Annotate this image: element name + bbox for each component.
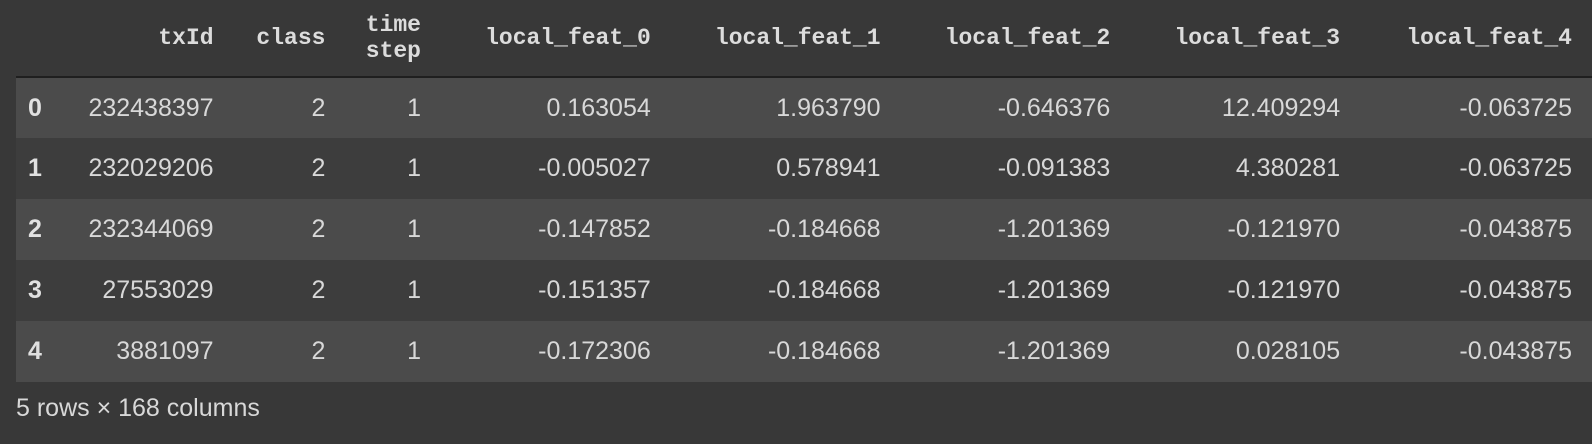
row-index: 1 <box>28 154 42 182</box>
table-header: txId class time step local_feat_0 local_… <box>16 0 1592 78</box>
cell-local-feat-1: 0.578941 <box>776 154 881 182</box>
cell-local-feat-0: -0.147852 <box>538 215 651 243</box>
cell-time-step: 1 <box>407 154 421 182</box>
header-local-feat-1: local_feat_1 <box>670 0 901 78</box>
cell-local-feat-1: 1.963790 <box>776 93 881 122</box>
cell-local-feat-0: -0.172306 <box>538 337 651 365</box>
row-index: 4 <box>28 337 42 365</box>
header-local-feat-3: local_feat_3 <box>1130 0 1361 78</box>
cell-local-feat-4: -0.043875 <box>1459 337 1572 365</box>
header-row: txId class time step local_feat_0 local_… <box>16 0 1592 78</box>
cell-time-step: 1 <box>407 276 421 304</box>
header-txid: txId <box>60 0 234 78</box>
cell-txid: 3881097 <box>116 337 214 365</box>
cell-local-feat-2: -1.201369 <box>997 337 1111 365</box>
table-row: 3 27553029 2 1 -0.151357 -0.184668 -1.20… <box>16 260 1592 321</box>
cell-local-feat-0: 0.163054 <box>546 93 651 122</box>
cell-class: 2 <box>311 154 326 182</box>
cell-local-feat-0: -0.005027 <box>538 154 651 182</box>
cell-class: 2 <box>311 276 326 304</box>
table-body: 0 232438397 2 1 0.163054 1.963790 -0.646… <box>16 77 1592 382</box>
header-local-feat-0: local_feat_0 <box>440 0 671 78</box>
cell-local-feat-4: -0.043875 <box>1459 276 1572 304</box>
cell-local-feat-1: -0.184668 <box>767 215 881 243</box>
cell-local-feat-2: -1.201369 <box>997 276 1111 304</box>
cell-class: 2 <box>311 337 326 365</box>
cell-local-feat-3: -0.121970 <box>1227 215 1341 243</box>
cell-local-feat-0: -0.151357 <box>538 276 651 304</box>
cell-local-feat-3: 12.409294 <box>1221 93 1341 122</box>
table-row: 4 3881097 2 1 -0.172306 -0.184668 -1.201… <box>16 321 1592 382</box>
cell-time-step: 1 <box>407 215 421 243</box>
dataframe-table: txId class time step local_feat_0 local_… <box>16 0 1592 382</box>
index-header <box>16 0 61 78</box>
cell-local-feat-2: -1.201369 <box>997 215 1111 243</box>
cell-local-feat-4: -0.043875 <box>1459 215 1572 243</box>
dataframe-shape-summary: 5 rows × 168 columns <box>16 394 260 422</box>
cell-time-step: 1 <box>407 337 421 365</box>
table-row: 0 232438397 2 1 0.163054 1.963790 -0.646… <box>16 77 1592 138</box>
cell-local-feat-2: -0.091383 <box>997 154 1111 182</box>
cell-local-feat-1: -0.184668 <box>767 337 881 365</box>
cell-txid: 232029206 <box>88 154 214 182</box>
header-local-feat-4: local_feat_4 <box>1360 0 1592 78</box>
table-row: 2 232344069 2 1 -0.147852 -0.184668 -1.2… <box>16 199 1592 260</box>
cell-local-feat-1: -0.184668 <box>767 276 881 304</box>
cell-local-feat-4: -0.063725 <box>1459 93 1572 122</box>
cell-class: 2 <box>311 93 326 122</box>
header-time-step: time step <box>345 0 441 78</box>
header-local-feat-2: local_feat_2 <box>900 0 1131 78</box>
cell-local-feat-3: -0.121970 <box>1227 276 1341 304</box>
cell-txid: 232438397 <box>88 93 214 122</box>
cell-local-feat-4: -0.063725 <box>1459 154 1572 182</box>
cell-local-feat-3: 0.028105 <box>1235 337 1341 365</box>
cell-txid: 27553029 <box>102 276 214 304</box>
cell-time-step: 1 <box>407 93 421 122</box>
header-class: class <box>233 0 346 78</box>
cell-local-feat-3: 4.380281 <box>1235 154 1341 182</box>
cell-class: 2 <box>311 215 326 243</box>
row-index: 0 <box>28 93 42 122</box>
cell-txid: 232344069 <box>88 215 214 243</box>
row-index: 2 <box>28 215 42 243</box>
table-row: 1 232029206 2 1 -0.005027 0.578941 -0.09… <box>16 138 1592 199</box>
header-time-step-line1: time <box>365 12 421 38</box>
header-time-step-line2: step <box>365 38 421 64</box>
cell-local-feat-2: -0.646376 <box>997 93 1111 122</box>
row-index: 3 <box>28 276 42 304</box>
